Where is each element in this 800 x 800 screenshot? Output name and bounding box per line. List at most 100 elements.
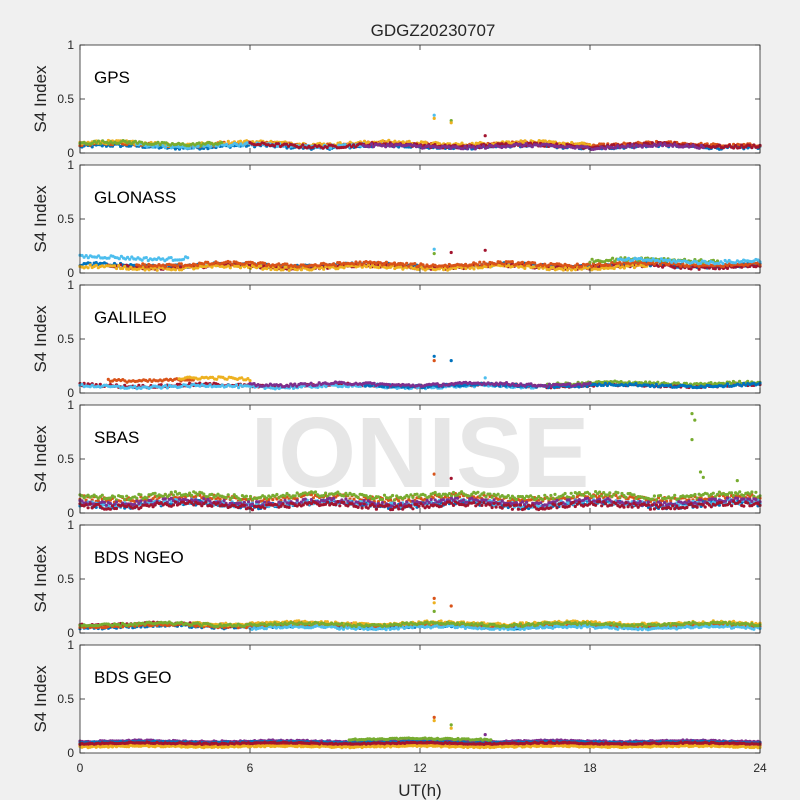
data-point	[133, 139, 137, 143]
data-point	[144, 256, 148, 260]
data-point	[115, 266, 119, 271]
data-point	[407, 139, 411, 143]
data-point	[721, 262, 725, 266]
data-point	[285, 262, 289, 266]
data-point	[238, 497, 242, 502]
data-point	[338, 141, 342, 145]
panel-label: GLONASS	[94, 188, 176, 207]
data-point	[604, 147, 608, 151]
data-point	[582, 141, 586, 145]
data-point	[732, 494, 736, 498]
data-point	[646, 142, 650, 146]
data-point	[502, 262, 506, 266]
data-point	[693, 492, 697, 497]
data-point	[130, 255, 134, 259]
data-point	[612, 143, 616, 147]
data-point	[272, 144, 276, 148]
data-point	[473, 147, 477, 151]
data-point	[348, 143, 352, 147]
data-point	[96, 139, 101, 143]
data-point	[405, 261, 409, 265]
data-point	[158, 143, 162, 147]
data-point	[494, 262, 498, 266]
data-point	[107, 256, 111, 260]
spike-point	[483, 376, 487, 380]
data-point	[369, 142, 374, 146]
spike-point	[432, 247, 436, 251]
data-point	[325, 145, 329, 150]
y-tick-label: 1	[67, 278, 74, 292]
data-point	[725, 266, 730, 270]
data-point	[119, 254, 123, 258]
y-tick-label: 1	[67, 38, 74, 52]
data-point	[249, 266, 253, 270]
data-point	[112, 495, 117, 499]
data-point	[616, 491, 620, 495]
data-point	[520, 260, 525, 264]
data-point	[611, 256, 615, 260]
data-point	[750, 146, 754, 150]
data-point	[161, 144, 165, 148]
data-point	[281, 268, 285, 272]
data-point	[740, 143, 744, 147]
data-point	[476, 263, 480, 267]
data-point	[269, 267, 273, 272]
data-point	[237, 386, 241, 390]
data-point	[381, 139, 385, 143]
data-point	[748, 143, 752, 148]
y-tick-label: 0.5	[57, 332, 74, 346]
data-point	[523, 266, 527, 270]
data-point	[627, 256, 631, 260]
data-point	[600, 494, 604, 498]
data-point	[334, 264, 338, 268]
data-point	[392, 145, 396, 149]
data-point	[153, 491, 157, 495]
chart-title: GDGZ20230707	[371, 21, 496, 40]
data-point	[377, 266, 381, 270]
spike-point	[449, 250, 453, 255]
data-point	[186, 494, 190, 498]
data-point	[555, 142, 559, 146]
data-point	[173, 490, 177, 494]
data-point	[140, 140, 144, 144]
data-point	[196, 493, 200, 497]
data-point	[669, 140, 673, 144]
data-point	[86, 256, 90, 260]
data-point	[570, 140, 574, 145]
data-point	[259, 264, 263, 268]
data-point	[575, 262, 579, 266]
data-point	[248, 379, 252, 383]
plot-area	[80, 165, 760, 273]
data-point	[123, 497, 127, 502]
data-point	[711, 491, 715, 495]
data-point	[287, 144, 291, 148]
data-point	[730, 491, 734, 495]
spike-point	[449, 359, 453, 363]
data-point	[418, 144, 422, 148]
data-point	[352, 143, 356, 147]
data-point	[276, 142, 280, 146]
data-point	[163, 146, 167, 150]
data-point	[125, 494, 129, 498]
data-point	[717, 143, 722, 147]
data-point	[139, 493, 143, 497]
data-point	[460, 141, 464, 145]
data-point	[128, 257, 132, 261]
data-point	[276, 144, 280, 148]
data-point	[632, 493, 636, 497]
data-point	[299, 145, 303, 149]
data-point	[202, 492, 206, 496]
data-point	[100, 493, 104, 497]
data-point	[588, 381, 592, 385]
data-point	[618, 495, 622, 499]
data-point	[358, 260, 362, 264]
data-point	[387, 138, 391, 142]
data-point	[350, 145, 354, 149]
data-point	[161, 257, 165, 261]
spike-point	[449, 121, 453, 125]
data-point	[671, 144, 675, 148]
data-point	[518, 142, 522, 146]
data-point	[624, 495, 628, 499]
y-axis-label: S4 Index	[31, 305, 50, 373]
